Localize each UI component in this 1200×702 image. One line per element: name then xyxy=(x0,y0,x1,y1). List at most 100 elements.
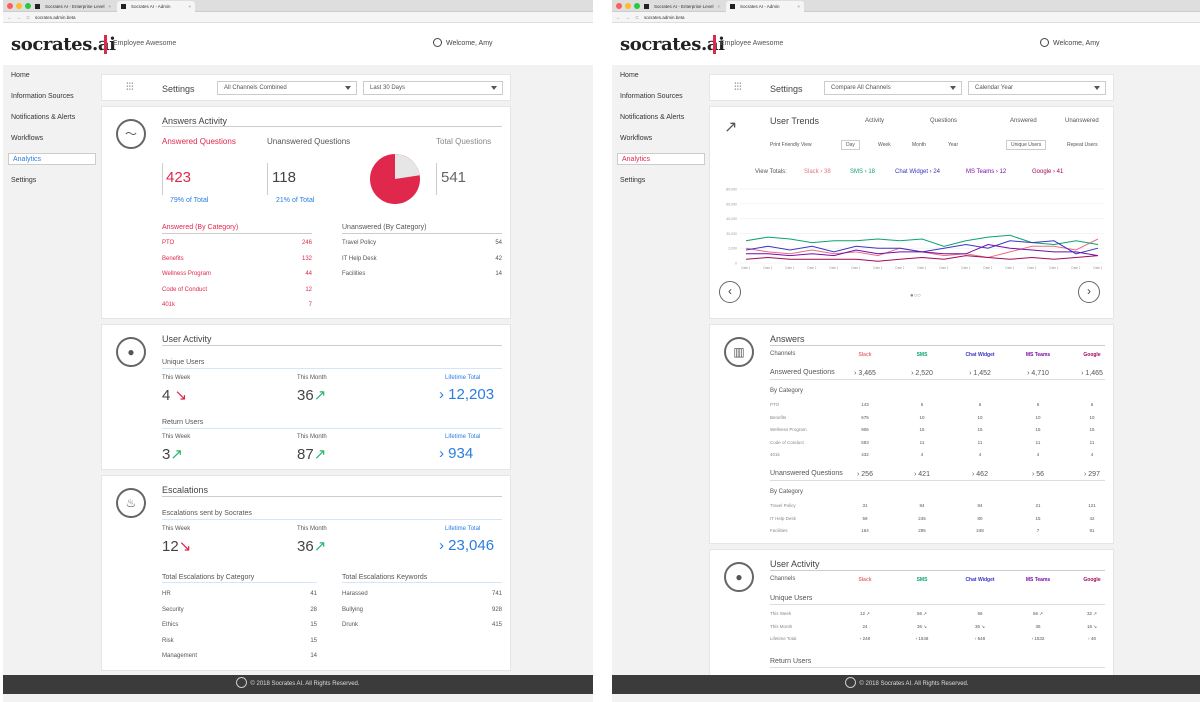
category-name: Travel Policy xyxy=(342,240,377,246)
category-value: 246 xyxy=(301,240,312,246)
category-name: Benefits xyxy=(162,255,184,262)
channel-select[interactable]: All Channels Combined xyxy=(217,81,357,95)
x-tick-label: Date 1 xyxy=(851,266,861,270)
x-tick-label: Date 1 xyxy=(1005,266,1015,270)
unique-month-value: 36↗ xyxy=(297,387,327,404)
sidebar-item-notifications[interactable]: Notifications & Alerts xyxy=(620,114,685,121)
series-line-sms[interactable] xyxy=(745,234,1099,247)
category-value: 15 xyxy=(977,427,983,432)
sidebar-item-analytics[interactable]: Analytics xyxy=(8,153,96,165)
answers-activity-title: Answers Activity xyxy=(162,116,228,126)
unique-users-title: Unique Users xyxy=(162,359,205,366)
y-tick-label: 80,000 xyxy=(726,188,737,192)
sidebar-item-home[interactable]: Home xyxy=(11,72,30,79)
browser-tab-enterprise[interactable]: Socrates AI - Enterprise Level × xyxy=(640,1,724,12)
sidebar-item-home[interactable]: Home xyxy=(620,72,639,79)
category-value: 14 xyxy=(310,653,317,659)
sidebar-item-notifications[interactable]: Notifications & Alerts xyxy=(11,114,76,121)
category-name: Travel Policy xyxy=(770,503,796,508)
category-value: 14 xyxy=(495,271,502,277)
category-name: PTO xyxy=(162,240,175,246)
calendar-select[interactable]: Calendar Year xyxy=(968,81,1106,95)
browser-nav-icons[interactable]: ← → C xyxy=(616,15,641,20)
channel-header-1: SMS xyxy=(916,577,928,583)
sidebar-item-information-sources[interactable]: Information Sources xyxy=(11,93,74,100)
window-controls[interactable] xyxy=(7,3,31,9)
url-text[interactable]: socrates.admin.beta xyxy=(644,15,685,20)
close-tab-icon[interactable]: × xyxy=(717,4,720,9)
series-line-ms-teams[interactable] xyxy=(746,243,1099,257)
series-line-google[interactable] xyxy=(745,255,1099,262)
close-tab-icon[interactable]: × xyxy=(797,4,800,9)
period-day-button[interactable]: Day xyxy=(841,140,860,150)
favicon-icon xyxy=(730,4,735,9)
app-body: Home Information Sources Notifications &… xyxy=(612,65,1200,702)
tab-unanswered[interactable]: Unanswered xyxy=(1065,118,1099,124)
y-tick-label: 60,000 xyxy=(726,202,737,206)
carousel-dots[interactable]: ●○○ xyxy=(910,293,921,299)
date-range-select[interactable]: Last 30 Days xyxy=(363,81,503,95)
category-name: PTO xyxy=(770,402,780,407)
keyword-value: 415 xyxy=(491,622,502,628)
period-week-button[interactable]: Week xyxy=(878,142,891,148)
chevron-left-icon[interactable]: ‹ xyxy=(719,281,741,303)
browser-tab-admin[interactable]: Socrates AI - Admin × xyxy=(726,1,804,12)
total-chat-widget[interactable]: Chat Widget › 24 xyxy=(895,169,941,175)
period-month-button[interactable]: Month xyxy=(912,142,926,148)
x-tick-label: Date 1 xyxy=(1093,266,1103,270)
total-slack[interactable]: Slack › 38 xyxy=(804,169,831,175)
x-tick-label: Date 1 xyxy=(829,266,839,270)
print-friendly-link[interactable]: Print Friendly View xyxy=(770,142,812,148)
row-name: Lifetime Total xyxy=(770,636,797,641)
x-tick-label: Date 1 xyxy=(939,266,949,270)
sliders-icon[interactable]: ⫶⫶⫶ xyxy=(126,82,134,93)
category-value: 11 xyxy=(977,439,983,445)
repeat-users-button[interactable]: Repeat Users xyxy=(1067,142,1098,148)
tab-questions[interactable]: Questions xyxy=(930,118,958,124)
sliders-icon[interactable]: ⫶⫶⫶ xyxy=(734,82,742,93)
channel-compare-select[interactable]: Compare All Channels xyxy=(824,81,962,95)
sidebar-item-settings[interactable]: Settings xyxy=(11,177,37,184)
sidebar-item-analytics[interactable]: Analytics xyxy=(617,153,705,165)
total-google[interactable]: Google › 41 xyxy=(1032,169,1064,175)
category-value: 15 xyxy=(919,427,925,432)
total-label: Total Questions xyxy=(436,137,492,146)
favicon-icon xyxy=(121,4,126,9)
browser-tab-enterprise[interactable]: Socrates AI - Enterprise Level × xyxy=(31,1,115,12)
window-controls[interactable] xyxy=(616,3,640,9)
unique-users-button[interactable]: Unique Users xyxy=(1006,140,1047,150)
period-year-button[interactable]: Year xyxy=(948,142,959,148)
return-week-value: 3↗ xyxy=(162,446,183,463)
answered-questions-label: Answered Questions xyxy=(770,369,835,376)
sidebar-item-settings[interactable]: Settings xyxy=(620,177,646,184)
total-ms-teams[interactable]: MS Teams › 12 xyxy=(966,169,1007,175)
sidebar-item-workflows[interactable]: Workflows xyxy=(620,135,653,142)
flame-icon: ♨ xyxy=(116,488,146,518)
close-tab-icon[interactable]: × xyxy=(188,4,191,9)
unique-users-title: Unique Users xyxy=(770,595,813,602)
sidebar-item-information-sources[interactable]: Information Sources xyxy=(620,93,683,100)
logo[interactable]: socrates.ai xyxy=(620,34,725,55)
category-name: Wellness Program xyxy=(162,271,211,277)
trend-down-icon: ↘ xyxy=(178,538,192,555)
browser-tab-admin[interactable]: Socrates AI - Admin × xyxy=(117,1,195,12)
welcome-menu[interactable]: Welcome, Amy xyxy=(1040,38,1100,47)
logo[interactable]: socrates.ai xyxy=(11,34,116,55)
category-name: IT Help Desk xyxy=(342,255,377,262)
tab-answered[interactable]: Answered xyxy=(1010,118,1037,124)
this-month-label: This Month xyxy=(297,375,327,381)
escalation-lifetime-value: › 23,046 xyxy=(439,537,495,554)
close-tab-icon[interactable]: × xyxy=(108,4,111,9)
app-header: socrates.ai Employee Awesome Welcome, Am… xyxy=(3,23,593,65)
category-value: 295 xyxy=(918,528,926,533)
chevron-right-icon[interactable]: › xyxy=(1078,281,1100,303)
total-sms[interactable]: SMS › 18 xyxy=(850,169,876,175)
url-text[interactable]: socrates.admin.beta xyxy=(35,15,76,20)
tab-activity[interactable]: Activity xyxy=(865,118,885,124)
browser-nav-icons[interactable]: ← → C xyxy=(7,15,32,20)
welcome-menu[interactable]: Welcome, Amy xyxy=(433,38,493,47)
sidebar-item-workflows[interactable]: Workflows xyxy=(11,135,44,142)
category-value: 80 xyxy=(977,515,983,521)
